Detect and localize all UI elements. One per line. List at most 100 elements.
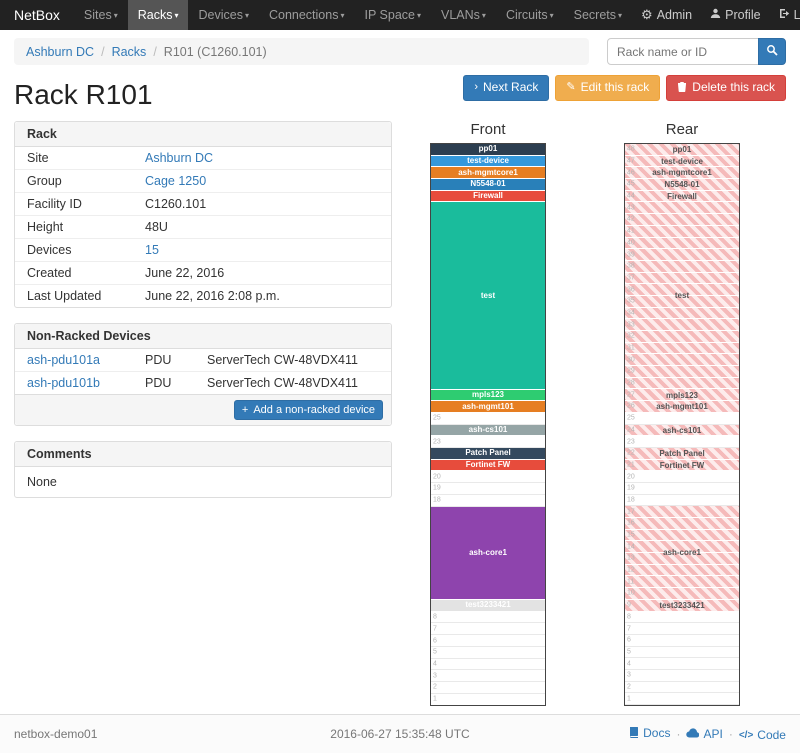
rear-unit-occupied: 32 <box>625 331 739 343</box>
next-rack-button[interactable]: › Next Rack <box>463 75 550 101</box>
non-racked-device-link[interactable]: ash-pdu101b <box>27 376 100 390</box>
device-front-Fortinet FW[interactable]: Fortinet FW <box>431 459 545 472</box>
unit-number: 4 <box>627 660 631 668</box>
unit-number: 34 <box>627 309 635 317</box>
nav-logout-link[interactable]: Log out <box>770 0 800 30</box>
non-racked-type: ServerTech CW-48VDX411 <box>195 371 391 394</box>
nav-profile-link[interactable]: Profile <box>701 0 769 30</box>
unit-number: 19 <box>627 484 635 492</box>
navbar: NetBox Sites ▾ Racks ▾ Devices ▾ Connections ▾ I… <box>0 0 800 30</box>
device-rear-test[interactable]: test <box>674 291 690 301</box>
breadcrumb-item[interactable]: Ashburn DC <box>26 44 95 59</box>
non-racked-device-link[interactable]: ash-pdu101a <box>27 353 100 367</box>
rack-unit-empty: 5 <box>625 647 739 659</box>
non-racked-panel: Non-Racked Devices ash-pdu101a PDU ServerT… <box>14 323 392 427</box>
search-input[interactable] <box>607 38 759 65</box>
edit-rack-button[interactable]: ✎ Edit this rack <box>555 75 661 101</box>
device-rear-ash-core1[interactable]: ash-core1 <box>663 548 701 558</box>
nav-item-sites[interactable]: Sites ▾ <box>74 0 128 30</box>
device-front-test3233421[interactable]: test3233421 <box>431 600 545 612</box>
breadcrumb-separator: / <box>101 44 105 59</box>
device-rear-Patch Panel[interactable]: Patch Panel <box>659 449 705 459</box>
device-rear-Firewall[interactable]: Firewall <box>667 191 697 201</box>
rear-unit-occupied: 14 <box>625 541 739 554</box>
device-rear-N5548-01[interactable]: N5548-01 <box>664 179 700 189</box>
nav-item-secrets[interactable]: Secrets ▾ <box>564 0 632 30</box>
rack-info-link[interactable]: 15 <box>145 243 159 257</box>
nav-item-vlans[interactable]: VLANs ▾ <box>431 0 496 30</box>
rack-unit-empty: 8 <box>625 612 739 624</box>
unit-number: 38 <box>627 262 635 270</box>
delete-rack-button[interactable]: Delete this rack <box>666 75 786 101</box>
device-front-pp01[interactable]: pp01 <box>431 144 545 156</box>
unit-number: 5 <box>433 648 437 656</box>
nav-profile-label: Profile <box>725 8 761 22</box>
device-front-ash-mgmt101[interactable]: ash-mgmt101 <box>431 401 545 413</box>
caret-down-icon: ▾ <box>244 11 249 20</box>
nav-item-circuits[interactable]: Circuits ▾ <box>496 0 564 30</box>
unit-number: 3 <box>433 672 437 680</box>
rack-unit-empty: 7 <box>625 623 739 635</box>
footer-code-link[interactable]: </> Code <box>739 728 786 742</box>
unit-number: 16 <box>627 519 635 527</box>
rack-unit-empty: 19 <box>431 483 545 495</box>
rear-unit-occupied: 34 <box>625 307 739 320</box>
caret-down-icon: ▾ <box>618 11 623 20</box>
nav-admin-link[interactable]: ⚙ Admin <box>632 0 701 30</box>
rack-unit-empty: 7 <box>431 623 545 636</box>
rack-unit-empty: 25 <box>431 413 545 425</box>
nav-item-devices[interactable]: Devices ▾ <box>188 0 258 30</box>
rack-unit-empty: 23 <box>625 436 739 448</box>
nav-item-racks[interactable]: Racks ▾ <box>127 0 189 30</box>
rear-unit-occupied: 12 <box>625 564 739 577</box>
device-rear-ash-mgmt101[interactable]: ash-mgmt101 <box>656 402 708 412</box>
add-non-racked-button[interactable]: + Add a non-racked device <box>233 400 383 421</box>
device-front-ash-mgmtcore1[interactable]: ash-mgmtcore1 <box>431 167 545 180</box>
rack-info-row: Devices 15 <box>15 238 391 262</box>
device-rear-Fortinet FW[interactable]: Fortinet FW <box>659 460 705 470</box>
search-icon <box>766 44 778 59</box>
device-rear-ash-cs101[interactable]: ash-cs101 <box>662 425 702 435</box>
nav-item-ip-space[interactable]: IP Space ▾ <box>354 0 431 30</box>
rear-unit-occupied: 33 <box>625 319 739 331</box>
device-rear-test3233421[interactable]: test3233421 <box>659 601 705 611</box>
brand-link[interactable]: NetBox <box>14 7 60 23</box>
rack-unit-empty: 8 <box>431 612 545 624</box>
device-front-mpls123[interactable]: mpls123 <box>431 389 545 402</box>
breadcrumb-item[interactable]: Racks <box>111 44 147 59</box>
rack-info-value: Ashburn DC <box>133 147 391 170</box>
device-front-ash-core1[interactable]: ash-core1 <box>431 506 545 601</box>
footer-hostname: netbox-demo01 <box>14 726 98 741</box>
device-front-N5548-01[interactable]: N5548-01 <box>431 179 545 191</box>
device-rear-ash-mgmtcore1[interactable]: ash-mgmtcore1 <box>652 168 712 178</box>
device-rear-pp01[interactable]: pp01 <box>672 144 692 154</box>
nav-item-label: Connections <box>268 8 339 22</box>
unit-number: 8 <box>433 613 437 621</box>
device-front-Firewall[interactable]: Firewall <box>431 190 545 203</box>
nav-item-label: Racks <box>137 8 173 22</box>
rear-unit-occupied: 38 <box>625 260 739 273</box>
rear-unit-occupied: 21 <box>625 459 739 472</box>
footer-separator: · <box>728 726 733 741</box>
rack-info-link[interactable]: Ashburn DC <box>145 151 214 165</box>
unit-number: 1 <box>627 695 631 703</box>
device-front-test[interactable]: test <box>431 202 545 390</box>
rear-unit-occupied: 27 <box>625 389 739 402</box>
footer-docs-link[interactable]: Docs <box>628 726 670 741</box>
rack-elevations: Front pp01 test-device ash-mgmtcore1 N5548-… <box>430 121 740 707</box>
unit-number: 2 <box>433 683 437 691</box>
device-front-Patch Panel[interactable]: Patch Panel <box>431 448 545 460</box>
search-button[interactable] <box>758 38 786 65</box>
device-front-test-device[interactable]: test-device <box>431 155 545 168</box>
device-rear-test-device[interactable]: test-device <box>661 156 703 166</box>
unit-number: 24 <box>627 426 635 434</box>
footer-api-link[interactable]: API <box>686 727 723 741</box>
device-front-ash-cs101[interactable]: ash-cs101 <box>431 424 545 437</box>
rack-unit-empty: 2 <box>625 682 739 694</box>
unit-number: 33 <box>627 321 635 329</box>
nav-item-connections[interactable]: Connections ▾ <box>259 0 355 30</box>
device-rear-mpls123[interactable]: mpls123 <box>665 390 699 400</box>
rack-info-link[interactable]: Cage 1250 <box>145 174 207 188</box>
unit-number: 39 <box>627 251 635 259</box>
navbar-right: ⚙ Admin Profile Log out <box>632 0 800 30</box>
